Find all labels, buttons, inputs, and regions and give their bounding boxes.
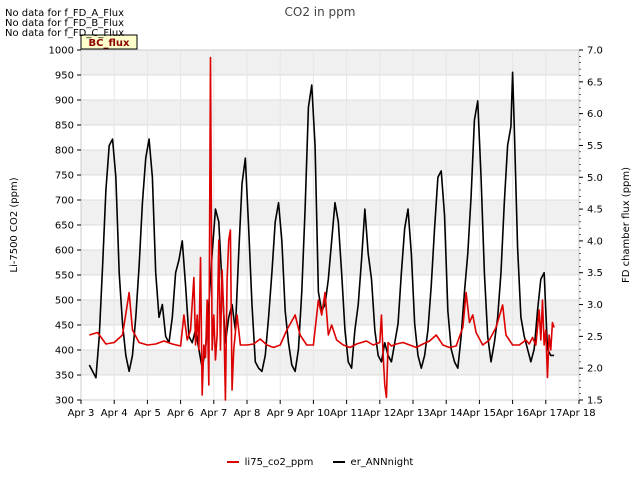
y2-axis-title: FD chamber flux (ppm) [621, 167, 632, 283]
x-tick-label: Apr 4 [101, 408, 128, 419]
legend-item-li75: li75_co2_ppm [226, 456, 314, 468]
legend-swatch-er-annnight [332, 461, 345, 463]
y-tick-label: 750 [55, 171, 74, 182]
y2-tick-label: 2.5 [587, 332, 603, 343]
x-tick-label: Apr 13 [396, 408, 429, 419]
y-tick-label: 700 [55, 196, 74, 207]
chart-title: CO2 in ppm [285, 5, 356, 19]
background-band [81, 50, 579, 75]
bc-flux-badge: BC_flux [89, 38, 130, 49]
y2-tick-label: 7.0 [587, 46, 603, 57]
x-tick-label: Apr 18 [562, 408, 595, 419]
series-layer [88, 56, 555, 401]
y-tick-label: 450 [55, 321, 74, 332]
y-tick-label: 550 [55, 271, 74, 282]
y-tick-label: 950 [55, 71, 74, 82]
y-tick-label: 600 [55, 246, 74, 257]
legend-label-li75: li75_co2_ppm [244, 456, 314, 468]
background-band [81, 200, 579, 225]
y2-tick-label: 6.0 [587, 109, 603, 120]
bc-flux-badge-box [80, 34, 138, 50]
y2-tick-label: 3.5 [587, 268, 603, 279]
y-tick-label: 1000 [49, 46, 74, 57]
no-data-notice-a: No data for f_FD_A_Flux [5, 8, 125, 19]
legend: li75_co2_ppm er_ANNnight [0, 455, 640, 468]
y-tick-label: 400 [55, 346, 74, 357]
background-band [81, 350, 579, 375]
plot-background-bands [81, 50, 579, 375]
y-tick-label: 350 [55, 371, 74, 382]
y-tick-label: 500 [55, 296, 74, 307]
y2-tick-label: 1.5 [587, 396, 603, 407]
x-tick-label: Apr 8 [234, 408, 261, 419]
y2-tick-label: 3.0 [587, 300, 603, 311]
y2-tick-label: 4.0 [587, 236, 603, 247]
x-tick-label: Apr 15 [463, 408, 496, 419]
y2-tick-label: 2.0 [587, 364, 603, 375]
y2-tick-label: 5.5 [587, 141, 603, 152]
x-axis: Apr 3 Apr 4 Apr 5 Apr 6 Apr 7 Apr 8 Apr 9 Apr 1… [68, 400, 596, 419]
y2-tick-label: 5.0 [587, 173, 603, 184]
no-data-notice-b: No data for f_FD_B_Flux [5, 18, 125, 29]
x-tick-label: Apr 11 [330, 408, 363, 419]
y-axis-title: Li-7500 CO2 (ppm) [9, 177, 20, 272]
legend-swatch-li75 [226, 461, 239, 463]
background-band [81, 150, 579, 175]
no-data-notice-c: No data for f_FD_C_Flux [5, 28, 125, 39]
x-tick-label: Apr 16 [496, 408, 529, 419]
legend-label-er-annnight: er_ANNnight [350, 456, 414, 468]
x-tick-label: Apr 7 [200, 408, 227, 419]
x-tick-label: Apr 3 [68, 408, 95, 419]
y-tick-label: 300 [55, 396, 74, 407]
x-tick-label: Apr 5 [134, 408, 161, 419]
x-tick-label: Apr 10 [297, 408, 330, 419]
y-tick-label: 900 [55, 96, 74, 107]
x-tick-label: Apr 14 [430, 408, 463, 419]
x-tick-label: Apr 17 [529, 408, 562, 419]
legend-item-er-annnight: er_ANNnight [332, 456, 414, 468]
y2-tick-label: 6.5 [587, 77, 603, 88]
x-tick-label: Apr 6 [167, 408, 194, 419]
y-tick-label: 850 [55, 121, 74, 132]
background-band [81, 100, 579, 125]
y-tick-label: 800 [55, 146, 74, 157]
y2-tick-label: 4.5 [587, 205, 603, 216]
y-axis-left: 300 350 400 450 500 550 600 650 700 750 800 850 900 9… [49, 46, 81, 407]
x-tick-label: Apr 12 [363, 408, 396, 419]
x-tick-label: Apr 9 [267, 408, 294, 419]
y-tick-label: 650 [55, 221, 74, 232]
y-axis-right: 1.5 2.0 2.5 3.0 3.5 4.0 4.5 5.0 5.5 6.0 6.5 7.0 [579, 46, 603, 407]
series-line-li75-co2-ppm [89, 56, 555, 401]
